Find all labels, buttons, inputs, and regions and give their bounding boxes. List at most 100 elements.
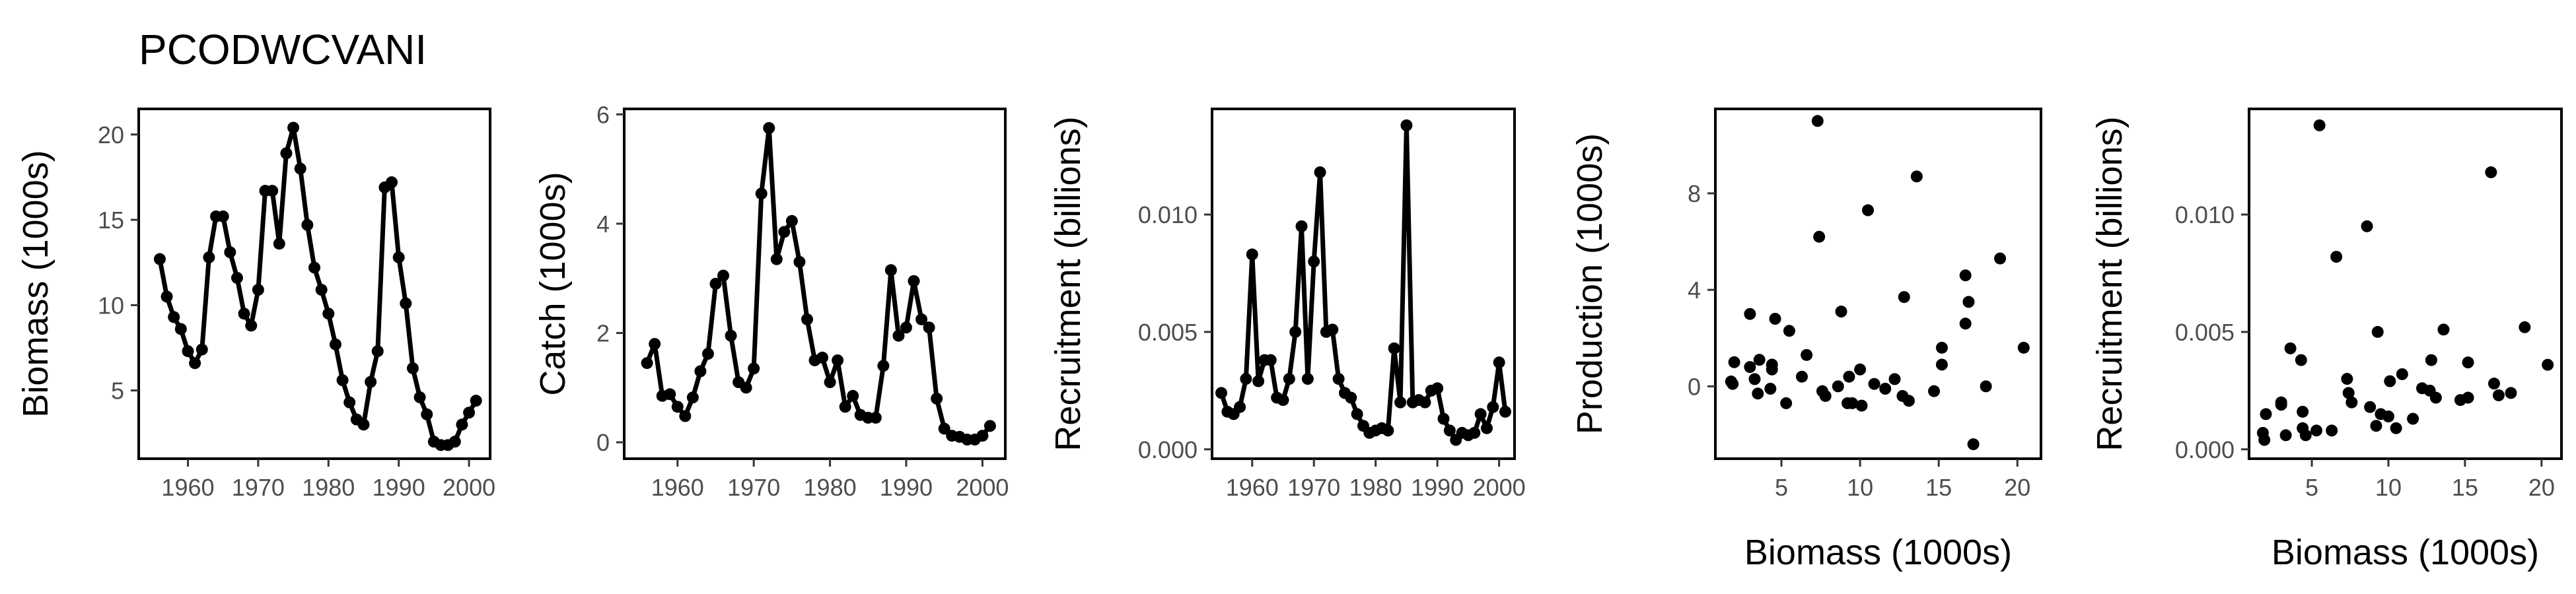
data-point <box>448 436 461 448</box>
y-tick-label: 0 <box>1688 373 1701 400</box>
data-point <box>641 357 653 370</box>
y-tick-label: 0.010 <box>1138 201 1198 228</box>
data-point <box>168 311 180 323</box>
data-point <box>915 313 928 325</box>
data-point <box>2505 387 2517 399</box>
data-point <box>1801 348 1813 361</box>
data-point <box>2423 384 2436 397</box>
chart-recruitment-vs-biomass: 5 10 15 20 0.000 0.005 0.010 Recruitment (billi… <box>2090 108 2563 572</box>
y-tick-label: 0.010 <box>2175 201 2235 228</box>
data-point <box>174 323 187 335</box>
data-point <box>406 362 419 374</box>
data-point <box>1301 373 1314 385</box>
data-point <box>847 389 859 402</box>
x-tick-label: 1990 <box>373 474 425 501</box>
x-tick-label: 2000 <box>443 474 495 501</box>
data-point <box>778 226 791 238</box>
data-point <box>1728 356 1740 368</box>
data-point <box>1246 248 1258 261</box>
chart-catch: 1960 1970 1980 1990 2000 0 2 4 6 Catch (1000s) <box>533 101 1009 501</box>
data-point <box>1345 391 1357 404</box>
data-point <box>984 420 996 432</box>
data-point <box>2341 373 2353 385</box>
panel-frame <box>137 108 491 460</box>
series-line <box>645 125 993 442</box>
data-point <box>1846 397 1859 409</box>
data-point <box>1240 373 1252 385</box>
data-point <box>1727 378 1739 390</box>
data-point <box>2425 354 2437 366</box>
data-point <box>2370 420 2382 432</box>
data-point <box>1234 401 1246 413</box>
data-point <box>1967 438 1980 451</box>
data-point <box>365 376 377 388</box>
data-point <box>717 269 730 282</box>
data-point <box>1351 408 1363 420</box>
data-point <box>1748 373 1761 385</box>
data-point <box>315 284 328 296</box>
x-axis-title: Biomass (1000s) <box>1744 533 2012 572</box>
data-point <box>2462 356 2474 369</box>
data-point <box>1394 396 1407 409</box>
series-line <box>1219 123 1508 442</box>
data-point <box>2310 424 2323 437</box>
data-point <box>2390 422 2402 434</box>
data-point <box>280 147 293 160</box>
x-tick-label: 1970 <box>727 474 780 501</box>
data-point <box>1780 397 1793 409</box>
data-point <box>1400 119 1413 131</box>
data-point <box>2326 424 2338 437</box>
data-point <box>2542 358 2554 371</box>
data-point <box>1752 387 1764 400</box>
data-point <box>694 365 707 378</box>
x-tick-label: 5 <box>1775 474 1788 501</box>
y-axis-title: Recruitment (billions) <box>2090 116 2129 451</box>
data-point <box>1888 373 1901 385</box>
data-point <box>1437 412 1450 425</box>
chart-recruitment: 1960 1970 1980 1990 2000 0.000 0.005 0.010 Recru… <box>1048 108 1526 501</box>
y-axis-title: Biomass (1000s) <box>16 150 55 417</box>
data-point <box>161 290 173 303</box>
y-axis-title: Recruitment (billions) <box>1048 116 1088 451</box>
x-tick-label: 1980 <box>1349 474 1402 501</box>
data-point <box>1769 313 1781 325</box>
data-point <box>1959 269 1972 282</box>
data-point <box>1468 426 1481 439</box>
data-point <box>931 392 943 405</box>
data-point <box>301 218 314 231</box>
data-point <box>2284 342 2297 354</box>
data-point <box>1480 422 1493 434</box>
data-point <box>2407 412 2419 425</box>
data-point <box>2371 325 2384 338</box>
data-point <box>1326 323 1339 336</box>
data-point <box>2275 396 2287 409</box>
data-point <box>421 408 433 420</box>
data-point <box>1962 296 1975 308</box>
x-tick-label: 1990 <box>1411 474 1464 501</box>
y-tick-label: 0.000 <box>1138 436 1198 463</box>
y-tick-label: 0.005 <box>2175 319 2235 346</box>
data-point <box>1487 401 1499 413</box>
x-tick-label: 10 <box>1847 474 1873 501</box>
x-tick-label: 10 <box>2375 474 2402 501</box>
data-point <box>1811 115 1824 127</box>
data-point <box>153 253 166 265</box>
data-point <box>2487 378 2500 390</box>
data-point <box>273 238 285 250</box>
data-point <box>1910 170 1923 183</box>
x-tick-label: 20 <box>2004 474 2030 501</box>
data-point <box>649 338 661 350</box>
data-point <box>392 251 405 263</box>
data-point <box>456 418 468 431</box>
data-point <box>976 430 989 442</box>
data-point <box>1783 325 1795 337</box>
y-tick-label: 5 <box>111 378 124 405</box>
data-point <box>1868 378 1880 390</box>
data-point <box>463 407 476 419</box>
data-point <box>2384 375 2396 387</box>
x-tick-label: 1980 <box>302 474 355 501</box>
data-point <box>938 422 950 435</box>
data-point <box>671 401 684 413</box>
data-point <box>1289 325 1302 338</box>
